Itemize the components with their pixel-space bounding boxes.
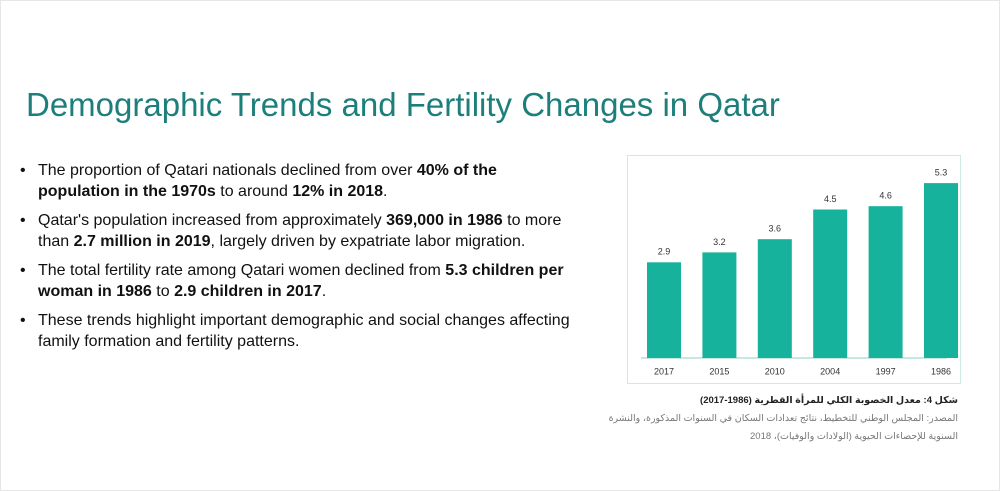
- bar: [647, 262, 681, 358]
- bullet: These trends highlight important demogra…: [16, 310, 576, 352]
- value-label: 5.3: [935, 167, 948, 177]
- bar: [813, 209, 848, 358]
- bullet-text: The total fertility rate among Qatari wo…: [38, 262, 446, 279]
- x-tick-label: 2017: [654, 366, 674, 376]
- bar: [924, 183, 958, 358]
- chart-source: المصدر: المجلس الوطني للتخطيط، نتائج تعد…: [608, 413, 958, 442]
- value-label: 4.5: [824, 194, 837, 204]
- value-label: 4.6: [879, 191, 892, 201]
- bullet-text: 5.3 children per woman in 1986: [38, 262, 564, 300]
- bullet-text: The proportion of Qatari nationals decli…: [38, 162, 417, 179]
- bullet: The proportion of Qatari nationals decli…: [16, 160, 576, 202]
- bullet-text: 2.7 million in 2019: [73, 233, 211, 250]
- bullet-text: .: [321, 283, 327, 300]
- x-tick-label: 2004: [820, 366, 840, 376]
- bullet-list: The proportion of Qatari nationals decli…: [16, 160, 576, 360]
- bar: [702, 252, 737, 358]
- bullet-text: to more than: [38, 212, 562, 250]
- bar: [868, 206, 903, 358]
- bullet-text: 369,000 in 1986: [386, 212, 503, 229]
- bullet-text: 12% in 2018: [292, 183, 384, 200]
- bullet-text: .: [383, 183, 388, 200]
- chart: 2017 2.9 2015 3.2 2010 3.6 2004 4.5 1997 4.6 1986 5…: [627, 155, 961, 384]
- x-tick-label: 1997: [876, 366, 896, 376]
- bullet: Qatar's population increased from approx…: [16, 210, 576, 252]
- value-label: 2.9: [658, 247, 671, 257]
- bullet-text: to around: [215, 183, 293, 200]
- slide-title: Demographic Trends and Fertility Changes…: [26, 86, 780, 123]
- chart-title: شكل 4: معدل الخصوبة الكلي للمرأة القطرية…: [700, 395, 958, 406]
- chart-frame: [627, 155, 961, 384]
- x-tick-label: 2015: [709, 366, 729, 376]
- chart-caption: شكل 4: معدل الخصوبة الكلي للمرأة القطرية…: [600, 392, 958, 446]
- bullet: The total fertility rate among Qatari wo…: [16, 260, 576, 302]
- bar: [757, 239, 792, 358]
- bullet-text: 40% of the population in the 1970s: [38, 162, 497, 200]
- value-label: 3.6: [769, 224, 782, 234]
- bullet-text: 2.9 children in 2017: [174, 283, 322, 300]
- bullet-text: Qatar's population increased from approx…: [38, 212, 387, 229]
- value-label: 3.2: [713, 237, 726, 247]
- bullet-text: , largely driven by expatriate labor mig…: [210, 233, 526, 250]
- x-tick-label: 2010: [765, 366, 785, 376]
- x-tick-label: 1986: [931, 366, 951, 376]
- bullet-text: These trends highlight important demogra…: [38, 312, 570, 350]
- bullet-text: to: [151, 283, 175, 300]
